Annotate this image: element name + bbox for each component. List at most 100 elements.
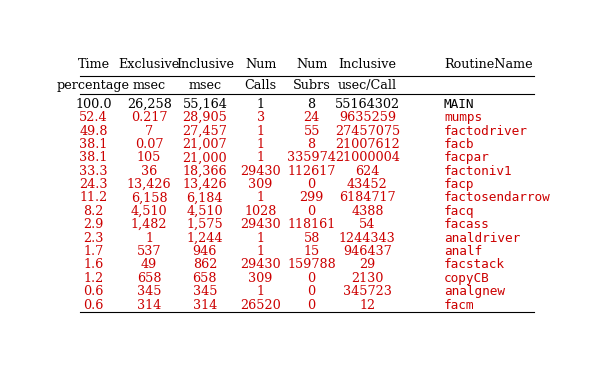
- Text: 13,426: 13,426: [183, 178, 227, 191]
- Text: 0: 0: [307, 299, 316, 312]
- Text: factoniv1: factoniv1: [444, 165, 513, 178]
- Text: 314: 314: [193, 299, 217, 312]
- Text: 12: 12: [359, 299, 376, 312]
- Text: 4,510: 4,510: [186, 205, 223, 218]
- Text: 3: 3: [256, 111, 265, 124]
- Text: 1: 1: [145, 232, 153, 245]
- Text: Inclusive: Inclusive: [338, 58, 397, 71]
- Text: facass: facass: [444, 218, 490, 231]
- Text: Num: Num: [296, 58, 327, 71]
- Text: facq: facq: [444, 205, 474, 218]
- Text: 27,457: 27,457: [183, 125, 227, 138]
- Text: 314: 314: [137, 299, 161, 312]
- Text: 118161: 118161: [288, 218, 336, 231]
- Text: copyCB: copyCB: [444, 272, 490, 285]
- Text: analf: analf: [444, 245, 482, 258]
- Text: 4,510: 4,510: [131, 205, 168, 218]
- Text: 29430: 29430: [240, 258, 281, 272]
- Text: 309: 309: [249, 272, 273, 285]
- Text: 13,426: 13,426: [127, 178, 171, 191]
- Text: 24: 24: [304, 111, 320, 124]
- Text: mumps: mumps: [444, 111, 482, 124]
- Text: 2.3: 2.3: [83, 232, 104, 245]
- Text: 1244343: 1244343: [339, 232, 396, 245]
- Text: 1: 1: [256, 245, 265, 258]
- Text: 21,000: 21,000: [183, 151, 227, 164]
- Text: 537: 537: [137, 245, 161, 258]
- Text: 299: 299: [300, 191, 324, 205]
- Text: percentage: percentage: [57, 79, 130, 92]
- Text: 55164302: 55164302: [335, 98, 400, 111]
- Text: 29: 29: [359, 258, 376, 272]
- Text: Num: Num: [245, 58, 276, 71]
- Text: RoutineName: RoutineName: [444, 58, 533, 71]
- Text: 21007612: 21007612: [335, 138, 400, 151]
- Text: Time: Time: [77, 58, 110, 71]
- Text: 36: 36: [141, 165, 158, 178]
- Text: 1: 1: [256, 125, 265, 138]
- Text: 26520: 26520: [240, 299, 281, 312]
- Text: 21000004: 21000004: [335, 151, 400, 164]
- Text: 2130: 2130: [351, 272, 383, 285]
- Text: Calls: Calls: [244, 79, 277, 92]
- Text: 6184717: 6184717: [339, 191, 396, 205]
- Text: analgnew: analgnew: [444, 285, 505, 298]
- Text: 658: 658: [193, 272, 217, 285]
- Text: 1,244: 1,244: [187, 232, 223, 245]
- Text: 0.217: 0.217: [131, 111, 167, 124]
- Text: 345723: 345723: [343, 285, 392, 298]
- Text: 1: 1: [256, 285, 265, 298]
- Text: facp: facp: [444, 178, 474, 191]
- Text: 26,258: 26,258: [127, 98, 171, 111]
- Text: 1.2: 1.2: [83, 272, 104, 285]
- Text: Inclusive: Inclusive: [176, 58, 234, 71]
- Text: 105: 105: [137, 151, 161, 164]
- Text: 29430: 29430: [240, 218, 281, 231]
- Text: 7: 7: [145, 125, 153, 138]
- Text: 29430: 29430: [240, 165, 281, 178]
- Text: 1,482: 1,482: [131, 218, 167, 231]
- Text: facm: facm: [444, 299, 474, 312]
- Text: 43452: 43452: [347, 178, 388, 191]
- Text: 52.4: 52.4: [79, 111, 108, 124]
- Text: 335974: 335974: [287, 151, 336, 164]
- Text: 38.1: 38.1: [79, 138, 108, 151]
- Text: 1: 1: [256, 191, 265, 205]
- Text: 1: 1: [256, 232, 265, 245]
- Text: 862: 862: [193, 258, 217, 272]
- Text: 55,164: 55,164: [183, 98, 227, 111]
- Text: MAIN: MAIN: [444, 98, 474, 111]
- Text: analdriver: analdriver: [444, 232, 520, 245]
- Text: usec/Call: usec/Call: [338, 79, 397, 92]
- Text: 33.3: 33.3: [79, 165, 108, 178]
- Text: 0.6: 0.6: [83, 299, 104, 312]
- Text: 21,007: 21,007: [183, 138, 227, 151]
- Text: 0.6: 0.6: [83, 285, 104, 298]
- Text: Exclusive: Exclusive: [119, 58, 180, 71]
- Text: 54: 54: [359, 218, 376, 231]
- Text: 11.2: 11.2: [79, 191, 108, 205]
- Text: 1,575: 1,575: [186, 218, 223, 231]
- Text: 38.1: 38.1: [79, 151, 108, 164]
- Text: 345: 345: [137, 285, 161, 298]
- Text: factodriver: factodriver: [444, 125, 528, 138]
- Text: 100.0: 100.0: [75, 98, 111, 111]
- Text: 8.2: 8.2: [83, 205, 104, 218]
- Text: 9635259: 9635259: [339, 111, 396, 124]
- Text: 946: 946: [193, 245, 217, 258]
- Text: 58: 58: [304, 232, 320, 245]
- Text: facb: facb: [444, 138, 474, 151]
- Text: 4388: 4388: [351, 205, 383, 218]
- Text: 1.7: 1.7: [83, 245, 104, 258]
- Text: 55: 55: [303, 125, 320, 138]
- Text: 0: 0: [307, 205, 316, 218]
- Text: 1028: 1028: [244, 205, 277, 218]
- Text: 24.3: 24.3: [79, 178, 108, 191]
- Text: 0: 0: [307, 272, 316, 285]
- Text: 8: 8: [307, 98, 316, 111]
- Text: 0: 0: [307, 178, 316, 191]
- Text: 2.9: 2.9: [83, 218, 104, 231]
- Text: 345: 345: [193, 285, 217, 298]
- Text: 658: 658: [137, 272, 161, 285]
- Text: facstack: facstack: [444, 258, 505, 272]
